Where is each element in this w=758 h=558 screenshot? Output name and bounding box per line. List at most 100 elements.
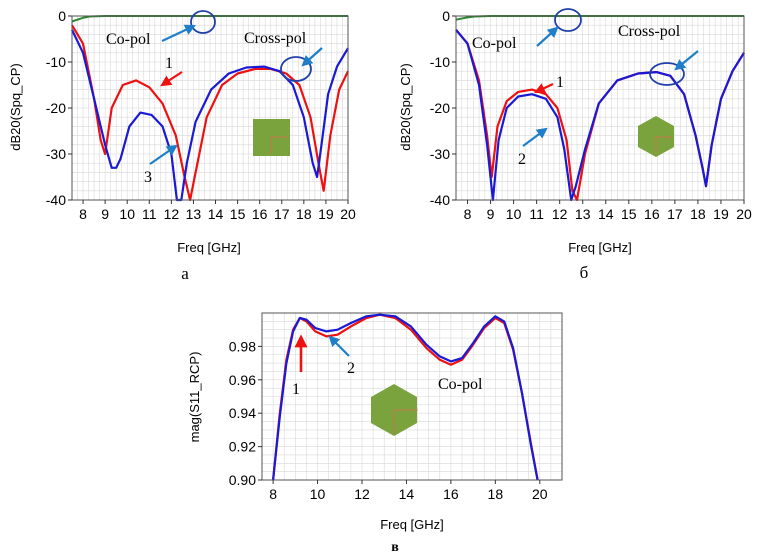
annotation-number-1: 1 — [292, 381, 300, 398]
x-tick-label: 9 — [101, 206, 109, 222]
arrow-to-crosspol — [301, 47, 323, 67]
series-line-blue — [272, 313, 539, 481]
y-tick-label: 0.98 — [229, 338, 256, 354]
x-tick-labels: 8 10 12 14 16 18 20 — [269, 480, 548, 502]
x-tick-label: 8 — [269, 486, 277, 502]
chart-panel-b: 8 9 10 11 12 13 14 15 16 17 18 19 20 0-10-20-30-40 F… — [398, 8, 752, 255]
y-tick-label: -40 — [430, 192, 450, 208]
x-tick-label: 15 — [621, 206, 637, 222]
x-tick-label: 8 — [464, 206, 472, 222]
x-tick-label: 17 — [667, 206, 683, 222]
x-tick-label: 19 — [713, 206, 729, 222]
x-tick-label: 10 — [310, 486, 326, 502]
x-tick-label: 17 — [274, 206, 290, 222]
x-tick-label: 20 — [340, 206, 356, 222]
x-tick-label: 9 — [487, 206, 495, 222]
copol-highlight-ellipse — [190, 10, 216, 34]
x-tick-label: 16 — [443, 486, 459, 502]
annotation-number-3: 3 — [144, 169, 152, 186]
x-tick-label: 14 — [598, 206, 614, 222]
x-tick-labels: 8 9 10 11 12 13 14 15 16 17 18 19 20 — [79, 200, 356, 222]
y-tick-label: 0 — [58, 8, 66, 24]
caption-v: в — [391, 540, 399, 555]
arrow-to-curve-2 — [522, 127, 548, 147]
x-axis-label: Freq [GHz] — [568, 240, 632, 255]
y-tick-label: 0.96 — [229, 372, 256, 388]
hexagon-patch-icon — [638, 116, 674, 157]
caption-b: б — [580, 263, 589, 282]
annotation-crosspol: Cross-pol — [244, 30, 307, 47]
y-axis-label: dB20(Spq_CP) — [398, 63, 413, 150]
x-tick-label: 20 — [532, 486, 548, 502]
square-patch-icon — [253, 119, 290, 156]
crosspol-highlight-ellipse — [280, 56, 312, 82]
annotation-copol: Co-pol — [438, 376, 483, 393]
x-tick-label: 10 — [506, 206, 522, 222]
arrow-to-copol — [161, 24, 196, 42]
y-tick-label: 0.94 — [229, 405, 256, 421]
x-tick-label: 14 — [399, 486, 415, 502]
y-tick-label: -10 — [46, 54, 66, 70]
series-line-blue — [455, 29, 745, 202]
annotation-crosspol: Cross-pol — [618, 23, 681, 40]
crosspol-highlight-ellipse — [649, 62, 685, 86]
arrow-to-curve-2 — [328, 335, 350, 357]
y-tick-label: -10 — [430, 54, 450, 70]
series-line-red — [71, 24, 349, 202]
y-tick-label: 0.92 — [229, 439, 256, 455]
copol-highlight-ellipse — [554, 8, 582, 32]
plot-frame — [261, 312, 563, 481]
arrow-to-curve-1 — [534, 83, 554, 94]
annotation-copol: Co-pol — [472, 35, 517, 52]
x-tick-label: 15 — [230, 206, 246, 222]
y-tick-label: -30 — [46, 146, 66, 162]
plot-grid — [71, 15, 349, 201]
arrow-to-curve-1 — [160, 71, 183, 87]
x-tick-label: 12 — [552, 206, 568, 222]
arrow-to-crosspol — [674, 50, 699, 71]
x-tick-label: 8 — [79, 206, 87, 222]
annotation-number-1: 1 — [165, 55, 173, 72]
x-tick-label: 13 — [186, 206, 202, 222]
y-tick-labels: 0 -10 -20 -30 -40 — [430, 8, 456, 208]
annotation-number-2: 2 — [347, 360, 355, 377]
x-tick-label: 18 — [296, 206, 312, 222]
arrow-to-curve-3 — [149, 144, 178, 165]
y-tick-labels: 0 -10 -20 -30 -40 — [46, 8, 72, 208]
x-tick-label: 14 — [208, 206, 224, 222]
series-group — [272, 313, 539, 481]
chart-panel-v: 8 10 12 14 16 18 20 0.980.960.940.920.90 Freq … — [187, 312, 563, 532]
y-tick-label: -20 — [46, 100, 66, 116]
y-tick-label: 0 — [442, 8, 450, 24]
series-line-blue — [71, 29, 349, 202]
y-tick-label: -30 — [430, 146, 450, 162]
x-tick-label: 12 — [164, 206, 180, 222]
hexagon-patch-icon — [371, 384, 418, 436]
x-tick-label: 12 — [354, 486, 370, 502]
annotation-number-1: 1 — [556, 74, 564, 91]
caption-a: а — [181, 264, 189, 283]
annotation-copol: Co-pol — [106, 31, 151, 48]
plot-grid — [455, 15, 745, 201]
x-tick-label: 19 — [318, 206, 334, 222]
chart-panel-a: 8 9 10 11 12 13 14 15 16 17 18 19 20 0-10-20-30-40 F… — [8, 8, 356, 255]
x-tick-label: 16 — [252, 206, 268, 222]
x-tick-label: 11 — [142, 206, 157, 222]
x-tick-labels: 8 9 10 11 12 13 14 15 16 17 18 19 20 — [464, 200, 752, 222]
x-axis-label: Freq [GHz] — [177, 240, 241, 255]
y-axis-label: mag(S11_RCP) — [187, 352, 202, 443]
y-tick-label: -40 — [46, 192, 66, 208]
x-tick-label: 10 — [119, 206, 135, 222]
x-tick-label: 18 — [690, 206, 706, 222]
x-tick-label: 18 — [488, 486, 504, 502]
x-tick-label: 13 — [575, 206, 591, 222]
x-tick-label: 20 — [736, 206, 752, 222]
y-axis-label: dB20(Spq_CP) — [8, 63, 23, 150]
annotation-number-2: 2 — [518, 151, 526, 168]
arrow-to-copol — [536, 26, 559, 47]
y-tick-label: 0.90 — [229, 472, 256, 488]
y-tick-label: -20 — [430, 100, 450, 116]
x-axis-label: Freq [GHz] — [380, 517, 444, 532]
x-tick-label: 11 — [529, 206, 544, 222]
